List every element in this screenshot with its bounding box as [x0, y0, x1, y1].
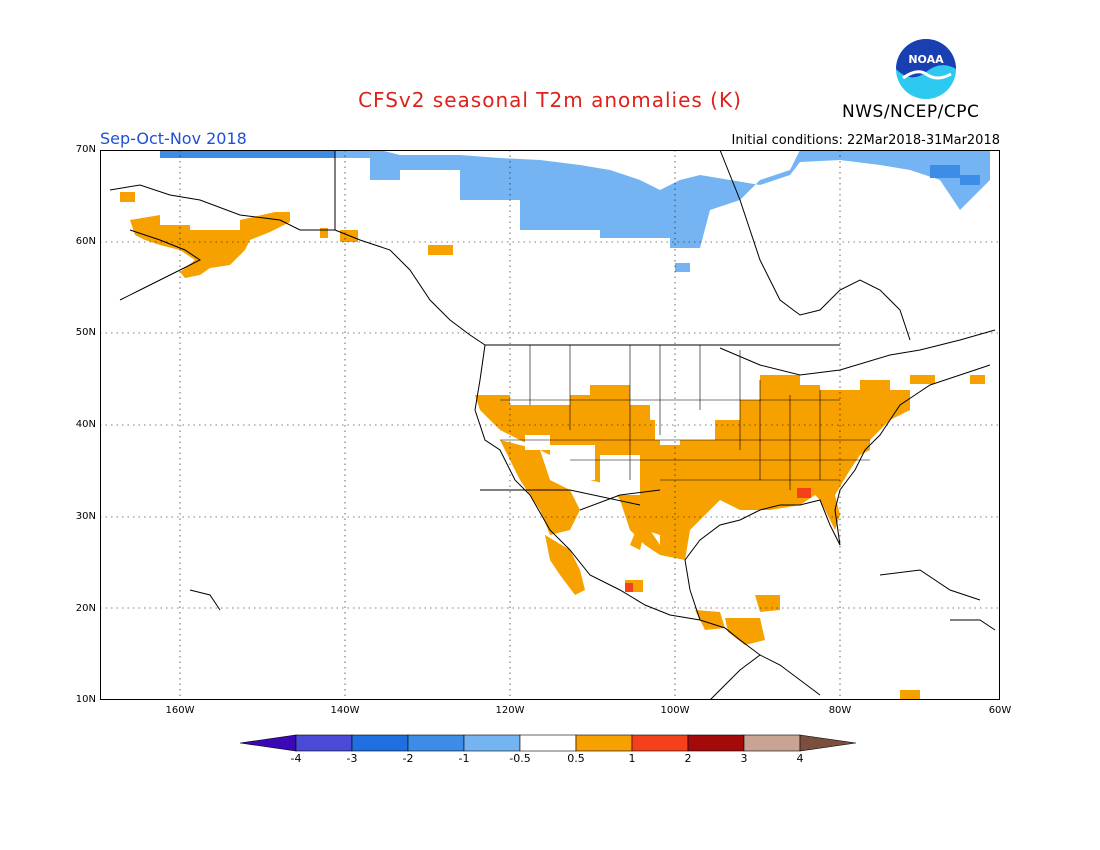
- mexico-warm-spot: [625, 583, 633, 592]
- colorbar-tick-label: -1: [458, 752, 470, 765]
- colorbar-tick-label: -2: [402, 752, 414, 765]
- colorbar: [240, 734, 857, 752]
- colorbar-tick-label: -3: [346, 752, 358, 765]
- colorbar-segment: [743, 734, 801, 752]
- lon-tick-label: 160W: [165, 705, 195, 716]
- colorbar-segment: [407, 734, 465, 752]
- noaa-logo-icon: NOAA: [896, 39, 956, 99]
- lon-tick-label: 80W: [828, 705, 852, 716]
- arctic-cool-region: [160, 150, 990, 272]
- lat-tick-label: 10N: [75, 694, 96, 706]
- lat-tick-label: 20N: [75, 602, 96, 614]
- colorbar-segment: [687, 734, 745, 752]
- chart-title: CFSv2 seasonal T2m anomalies (K): [358, 88, 742, 112]
- georgia-warm-spot: [797, 488, 811, 498]
- lat-tick-label: 30N: [75, 510, 96, 522]
- colorbar-tick-label: 0.5: [567, 752, 585, 765]
- lat-tick-label: 40N: [75, 419, 96, 431]
- colorbar-segment: [240, 734, 297, 752]
- colorbar-segment: [519, 734, 577, 752]
- colorbar-segment: [295, 734, 353, 752]
- season-label: Sep-Oct-Nov 2018: [100, 129, 247, 148]
- state-borders: [500, 345, 870, 490]
- graticule: [100, 150, 1000, 700]
- lat-tick-label: 60N: [75, 235, 96, 247]
- lat-tick-label: 70N: [75, 144, 96, 155]
- neutral-holes: [525, 410, 715, 495]
- colorbar-segment: [799, 734, 857, 752]
- agency-label: NWS/NCEP/CPC: [842, 102, 980, 122]
- colorbar-tick-label: 4: [796, 752, 804, 765]
- colorbar-tick-label: 3: [740, 752, 748, 765]
- svg-text:NOAA: NOAA: [908, 53, 944, 66]
- initial-conditions-label: Initial conditions: 22Mar2018-31Mar2018: [731, 133, 1001, 148]
- colorbar-segment: [463, 734, 521, 752]
- colorbar-tick-label: -4: [290, 752, 302, 765]
- colorbar-segment: [575, 734, 633, 752]
- lat-tick-label: 50N: [75, 327, 96, 339]
- lon-tick-label: 120W: [495, 705, 525, 716]
- lon-tick-label: 100W: [660, 705, 690, 716]
- colorbar-tick-label: -0.5: [509, 752, 531, 765]
- colorbar-tick-label: 1: [628, 752, 636, 765]
- lon-tick-label: 140W: [330, 705, 360, 716]
- colorbar-segment: [631, 734, 689, 752]
- coastlines: [109, 150, 996, 700]
- map-panel: [100, 150, 1000, 700]
- colorbar-tick-label: 2: [684, 752, 692, 765]
- lon-tick-label: 60W: [988, 705, 1012, 716]
- colorbar-segment: [351, 734, 409, 752]
